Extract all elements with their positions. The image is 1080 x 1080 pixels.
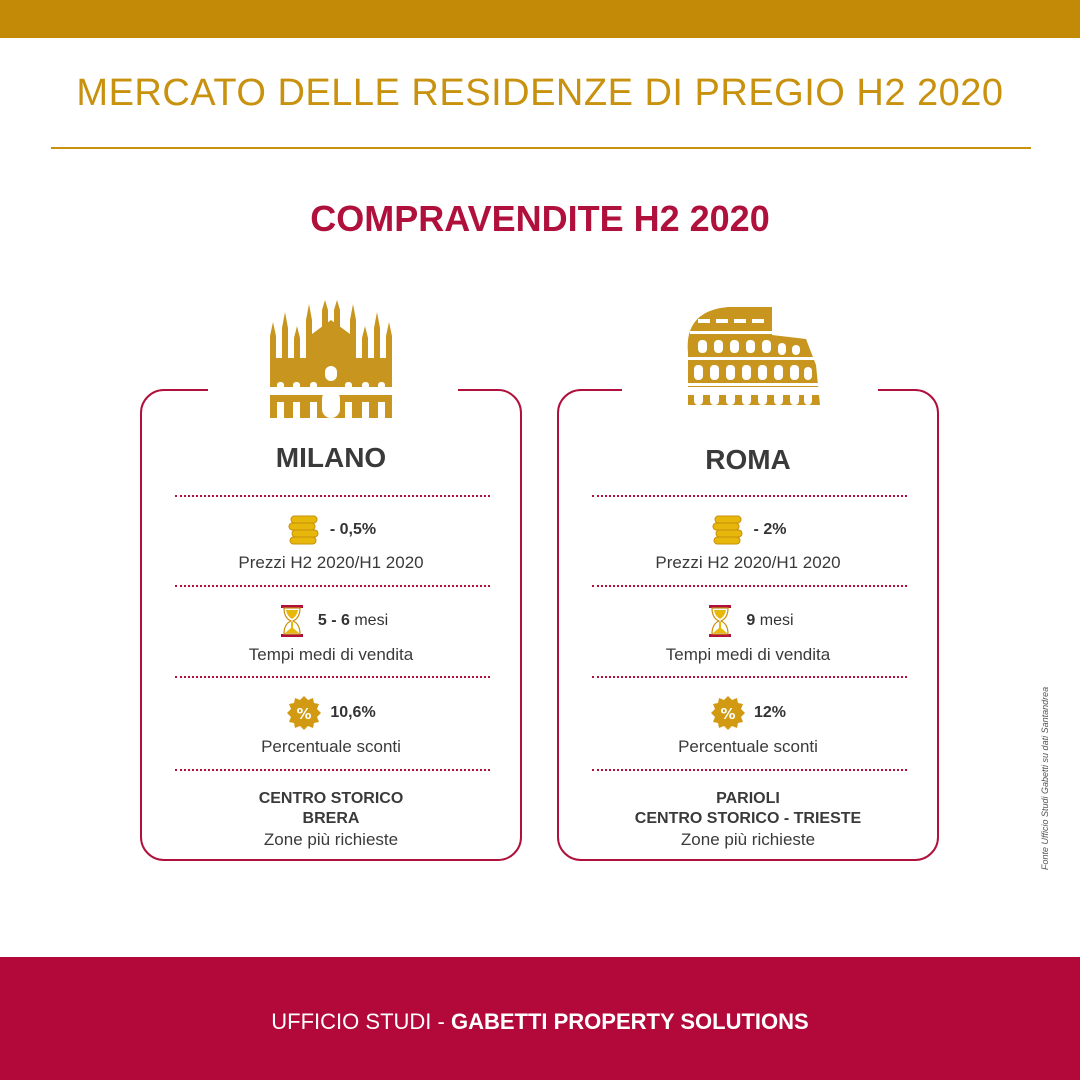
- page-title: MERCATO DELLE RESIDENZE DI PREGIO H2 202…: [76, 72, 1004, 114]
- zone-name: BRERA: [302, 810, 360, 827]
- dotted-divider: [175, 676, 490, 678]
- card-notch: [622, 387, 878, 395]
- svg-text:%: %: [297, 705, 312, 723]
- card-notch: [208, 387, 458, 395]
- title-divider: [51, 147, 1031, 149]
- time-stat: 9 mesi: [559, 604, 937, 638]
- sale-time-unit: mesi: [759, 612, 794, 629]
- footer-brand: GABETTI PROPERTY SOLUTIONS: [450, 1009, 809, 1034]
- price-change-value: - 2%: [753, 521, 787, 538]
- discount-value: 10,6%: [330, 704, 376, 721]
- price-change-value: - 0,5%: [329, 521, 377, 538]
- price-change-label: Prezzi H2 2020/H1 2020: [238, 553, 424, 572]
- dotted-divider: [592, 585, 907, 587]
- sale-time-label: Tempi medi di vendita: [248, 645, 414, 664]
- section-title: COMPRAVENDITE H2 2020: [310, 198, 770, 239]
- dotted-divider: [175, 585, 490, 587]
- sale-time-label: Tempi medi di vendita: [665, 645, 831, 664]
- discount-stat: % 12%: [559, 696, 937, 730]
- price-stat: - 0,5%: [142, 513, 520, 547]
- zone-name: CENTRO STORICO: [258, 790, 404, 807]
- sale-time-value: 5 - 6 mesi: [318, 612, 388, 630]
- time-stat: 5 - 6 mesi: [142, 604, 520, 638]
- top-bar: [0, 0, 1080, 38]
- dotted-divider: [592, 769, 907, 771]
- zones-block: CENTRO STORICO BRERA Zone più richieste: [142, 789, 520, 851]
- svg-text:%: %: [720, 705, 735, 723]
- footer-prefix: UFFICIO STUDI -: [271, 1009, 451, 1034]
- zones-label: Zone più richieste: [263, 830, 399, 849]
- coins-icon: [712, 515, 743, 545]
- percent-badge-icon: %: [287, 696, 322, 730]
- zones-block: PARIOLI CENTRO STORICO - TRIESTE Zone pi…: [559, 789, 937, 851]
- discount-stat: % 10,6%: [142, 696, 520, 730]
- price-change-label: Prezzi H2 2020/H1 2020: [655, 553, 841, 572]
- percent-badge-icon: %: [710, 696, 745, 730]
- discount-label: Percentuale sconti: [678, 737, 818, 756]
- sale-time-value: 9 mesi: [746, 612, 793, 630]
- hourglass-icon: [280, 605, 303, 637]
- coins-icon: [288, 515, 319, 545]
- price-stat: - 2%: [559, 513, 937, 547]
- sale-time-number: 9: [746, 612, 756, 629]
- discount-label: Percentuale sconti: [261, 737, 401, 756]
- roma-card: ROMA - 2% Prezzi H2 2020/H1 2020 9 mesi …: [557, 387, 939, 861]
- discount-value: 12%: [753, 704, 787, 721]
- dotted-divider: [175, 495, 490, 497]
- hourglass-icon: [709, 605, 732, 637]
- footer: UFFICIO STUDI - GABETTI PROPERTY SOLUTIO…: [0, 957, 1080, 1080]
- zones-label: Zone più richieste: [680, 830, 816, 849]
- city-name: ROMA: [705, 444, 791, 475]
- sale-time-number: 5 - 6: [317, 612, 350, 629]
- milano-card: MILANO - 0,5% Prezzi H2 2020/H1 2020 5 -…: [140, 387, 522, 861]
- sale-time-unit: mesi: [354, 612, 389, 629]
- city-name: MILANO: [275, 442, 387, 473]
- zone-name: CENTRO STORICO - TRIESTE: [634, 810, 862, 827]
- zone-name: PARIOLI: [716, 790, 780, 807]
- dotted-divider: [592, 676, 907, 678]
- dotted-divider: [592, 495, 907, 497]
- source-note: Fonte Ufficio Studi Gabetti su dati Sant…: [1040, 686, 1050, 870]
- footer-text: UFFICIO STUDI - GABETTI PROPERTY SOLUTIO…: [0, 1009, 1080, 1035]
- dotted-divider: [175, 769, 490, 771]
